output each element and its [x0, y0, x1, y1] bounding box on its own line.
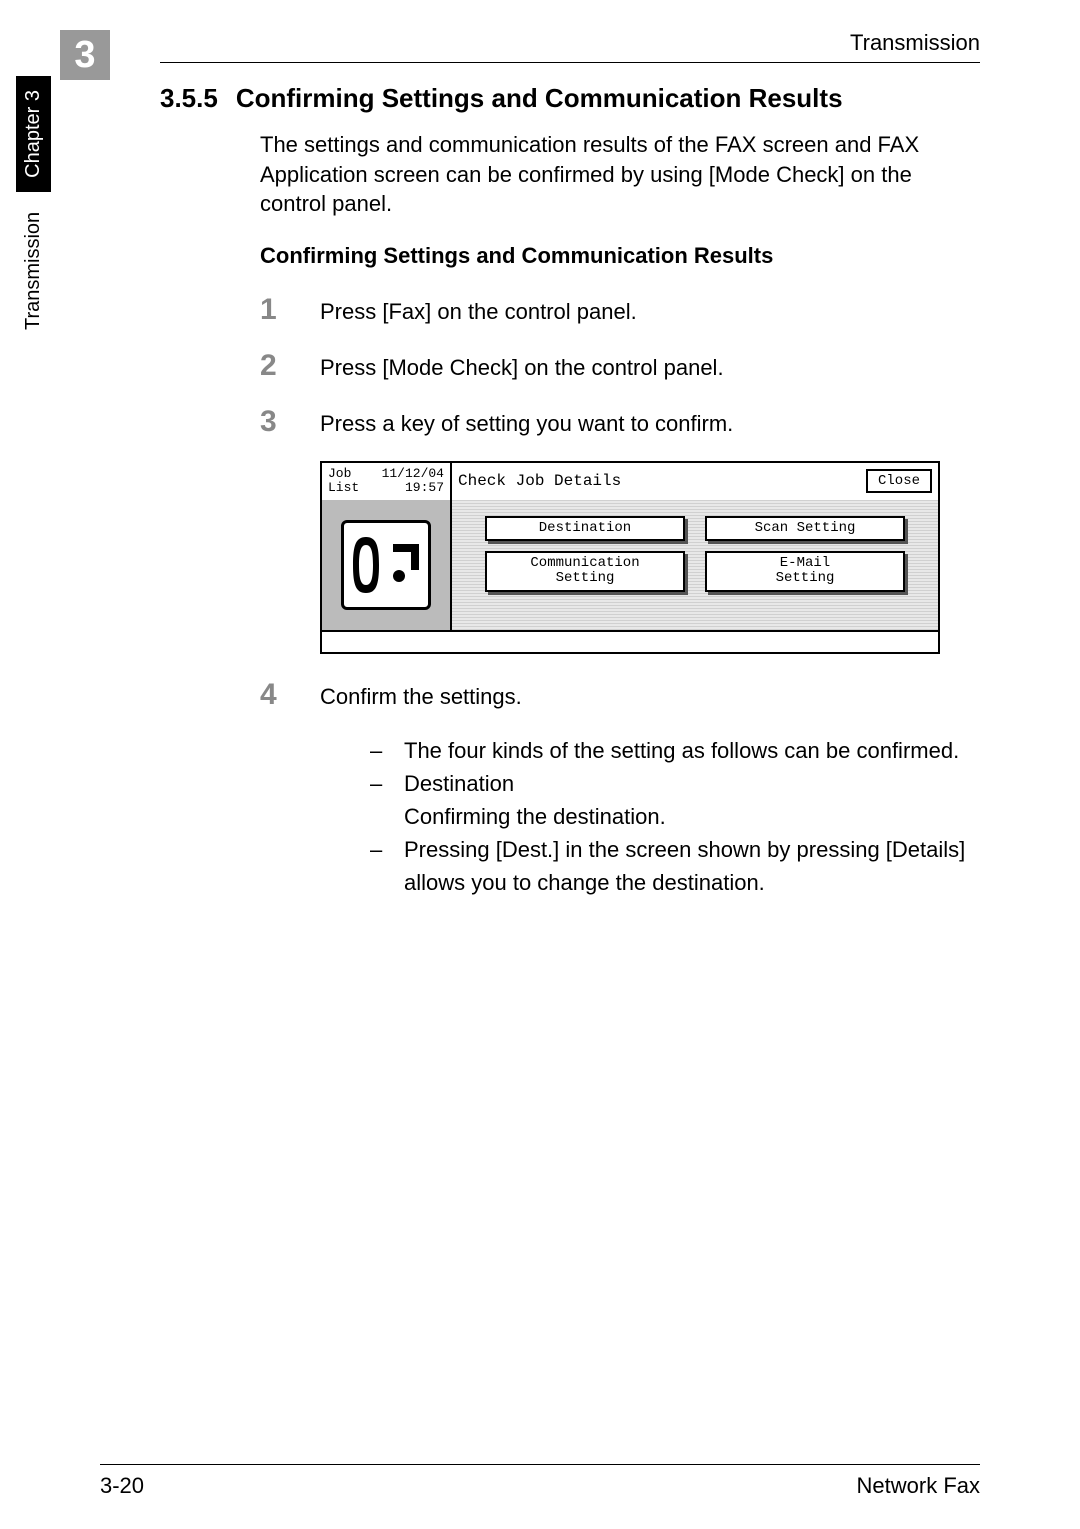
lcd-job-list: Job List 11/12/04 19:57	[322, 463, 452, 500]
running-header: Transmission	[850, 30, 980, 56]
procedure-subtitle: Confirming Settings and Communication Re…	[260, 243, 980, 269]
lcd-job-label: Job List	[328, 467, 359, 496]
lcd-datetime: 11/12/04 19:57	[382, 467, 444, 496]
step-number-4: 4	[260, 678, 320, 712]
step-number-2: 2	[260, 349, 320, 383]
step-number-3: 3	[260, 405, 320, 439]
bullet-3: Pressing [Dest.] in the screen shown by …	[370, 833, 980, 899]
lcd-screenshot: Job List 11/12/04 19:57 Check Job Detail…	[320, 461, 940, 654]
section-intro: The settings and communication results o…	[260, 130, 980, 219]
lcd-communication-setting-button[interactable]: Communication Setting	[485, 551, 685, 592]
lcd-scan-setting-button[interactable]: Scan Setting	[705, 516, 905, 541]
phone-arrow-icon	[341, 520, 431, 610]
step-text-1: Press [Fax] on the control panel.	[320, 297, 637, 327]
side-chapter-label: Chapter 3	[16, 76, 51, 192]
lcd-close-button[interactable]: Close	[866, 469, 932, 493]
section-number: 3.5.5	[160, 83, 218, 114]
lcd-email-setting-button[interactable]: E-Mail Setting	[705, 551, 905, 592]
lcd-destination-button[interactable]: Destination	[485, 516, 685, 541]
step-text-2: Press [Mode Check] on the control panel.	[320, 353, 724, 383]
bullet-2: Destination	[370, 767, 980, 800]
footer-doc-title: Network Fax	[857, 1473, 980, 1499]
footer-page-number: 3-20	[100, 1473, 144, 1499]
step-text-3: Press a key of setting you want to confi…	[320, 409, 733, 439]
lcd-title: Check Job Details	[458, 472, 621, 490]
bullet-2-sub: Confirming the destination.	[404, 800, 980, 833]
section-title: Confirming Settings and Communication Re…	[236, 83, 843, 113]
step-text-4: Confirm the settings.	[320, 682, 522, 712]
step-number-1: 1	[260, 293, 320, 327]
bullet-1: The four kinds of the setting as follows…	[370, 734, 980, 767]
side-section-label: Transmission	[16, 212, 51, 330]
chapter-number-badge: 3	[60, 30, 110, 80]
section-heading: 3.5.5 Confirming Settings and Communicati…	[160, 83, 980, 114]
